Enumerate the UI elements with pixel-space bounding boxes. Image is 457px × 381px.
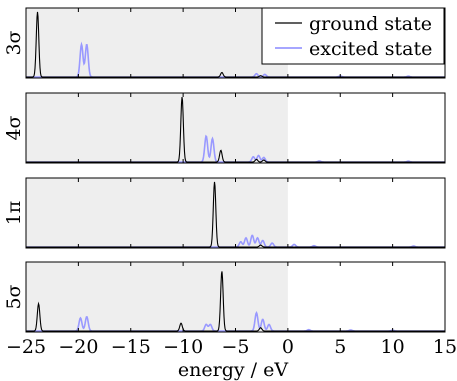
x-tick-label: −20 [58, 336, 98, 358]
panel-3: 1π [3, 177, 446, 249]
orbital-label: 5σ [3, 284, 25, 309]
x-axis: −25 −20 −15 −10 −5 0 5 10 15 [6, 336, 457, 358]
x-tick-label: −5 [221, 336, 249, 358]
orbital-label: 1π [3, 201, 25, 226]
legend-excited-label: excited state [309, 38, 432, 60]
occupied-region [26, 178, 288, 248]
orbital-label: 3σ [3, 30, 25, 55]
x-tick-label: 0 [282, 336, 294, 358]
x-tick-label: −15 [111, 336, 151, 358]
orbital-label: 4σ [3, 115, 25, 140]
x-tick-label: −25 [6, 336, 46, 358]
occupied-region [26, 262, 288, 332]
x-axis-title: energy / eV [178, 359, 288, 381]
x-tick-label: 15 [433, 336, 457, 358]
panel-4: 5σ [3, 261, 446, 333]
x-tick-label: 10 [381, 336, 405, 358]
panel-2: 4σ [3, 92, 446, 164]
panels: 3σ 4σ 1π 5σ [3, 7, 446, 333]
panel-1: 3σ [3, 7, 446, 79]
x-tick-label: −10 [163, 336, 203, 358]
legend-box [261, 7, 445, 65]
legend-ground-label: ground state [309, 13, 432, 35]
legend: ground state excited state [261, 7, 445, 65]
occupied-region [26, 8, 288, 78]
occupied-region [26, 93, 288, 163]
x-tick-label: 5 [334, 336, 346, 358]
